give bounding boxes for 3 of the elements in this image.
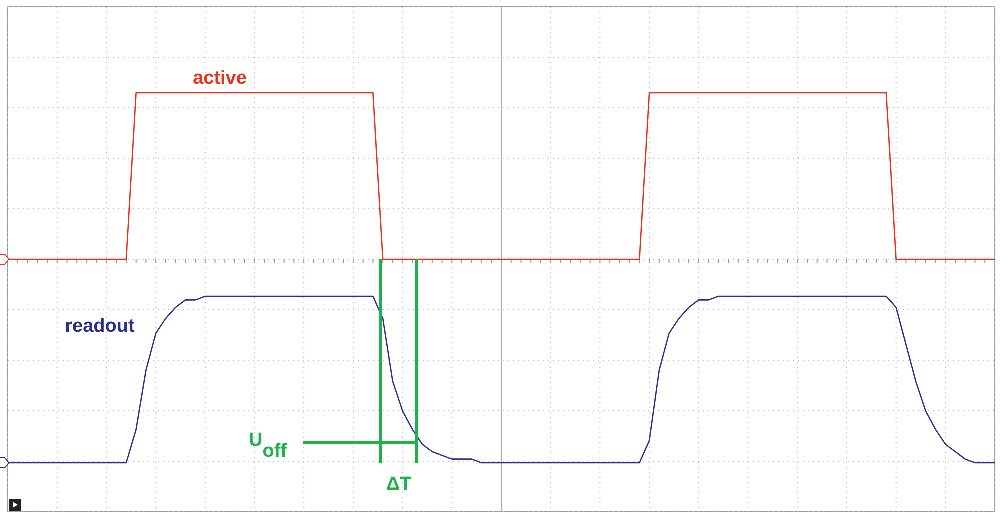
text: active <box>193 68 247 89</box>
text: ΔT <box>386 474 412 495</box>
annotation: readout <box>65 316 136 337</box>
